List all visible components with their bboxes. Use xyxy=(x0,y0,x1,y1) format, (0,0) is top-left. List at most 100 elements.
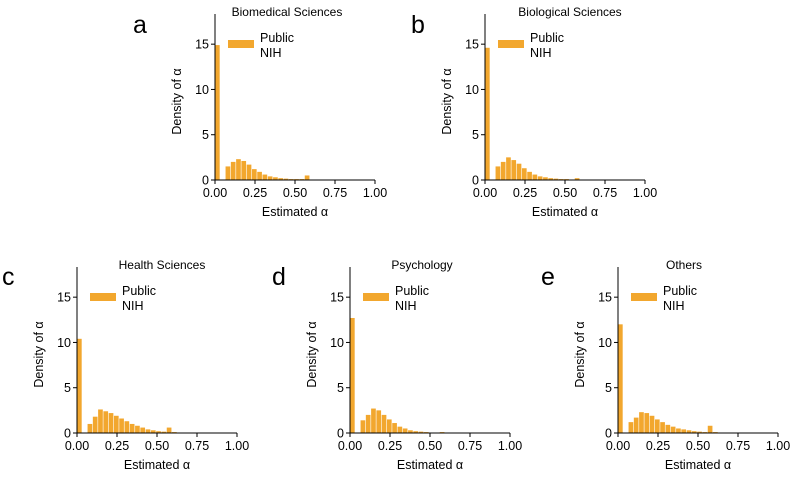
histogram-bar xyxy=(304,175,310,180)
legend-swatch xyxy=(363,293,389,301)
y-axis-label: Density of α xyxy=(170,68,184,134)
x-tick-label: 1.00 xyxy=(766,439,790,453)
y-axis-label: Density of α xyxy=(440,68,454,134)
x-axis-label: Estimated α xyxy=(397,458,463,472)
histogram-bar xyxy=(500,161,506,180)
legend-entry-public: Public xyxy=(122,284,156,298)
histogram-bar xyxy=(161,431,167,433)
y-tick-label: 0 xyxy=(337,427,344,441)
histogram-bar xyxy=(236,159,241,180)
histogram-bar xyxy=(381,414,387,433)
x-tick-label: 0.50 xyxy=(553,186,577,200)
legend-entry-nih: NIH xyxy=(395,299,417,313)
x-tick-label: 0.50 xyxy=(686,439,710,453)
histogram-bar xyxy=(418,431,424,433)
histogram-bar xyxy=(386,419,392,433)
histogram-bar xyxy=(124,421,130,433)
legend-entry-public: Public xyxy=(395,284,429,298)
legend-entry-nih: NIH xyxy=(530,46,552,60)
panel-c: c Health Sciences 0.00 0.25 0.50 0.75 1.00 0 5 10… xyxy=(2,258,249,472)
histogram-bar xyxy=(676,428,681,433)
chart-title: Biomedical Sciences xyxy=(232,5,343,19)
histogram-bar xyxy=(697,431,702,433)
histogram-bar xyxy=(251,169,257,180)
histogram-bar xyxy=(98,409,103,433)
x-tick-label: 0.75 xyxy=(593,186,617,200)
y-tick-label: 0 xyxy=(202,174,209,188)
histogram-bar xyxy=(371,408,376,433)
histogram-bar xyxy=(670,426,676,433)
y-tick-label: 5 xyxy=(605,381,612,395)
legend-swatch xyxy=(90,293,116,301)
histogram-bar xyxy=(156,431,161,433)
histogram-bar xyxy=(283,178,289,180)
histogram-bar xyxy=(360,420,366,433)
panel-letter: d xyxy=(272,263,286,291)
histogram-bar xyxy=(135,425,140,433)
x-tick-label: 0.00 xyxy=(606,439,630,453)
histogram-bar xyxy=(691,431,697,433)
legend-entry-nih: NIH xyxy=(260,46,282,60)
y-tick-label: 5 xyxy=(64,381,71,395)
x-tick-label: 0.00 xyxy=(473,186,497,200)
histogram-bar xyxy=(660,422,665,433)
panel-letter: e xyxy=(541,263,555,291)
legend-entry-public: Public xyxy=(260,31,294,45)
chart-title: Others xyxy=(666,258,702,272)
x-tick-label: 0.00 xyxy=(338,439,362,453)
histogram-bar xyxy=(119,418,124,433)
histogram-bar xyxy=(707,425,713,433)
legend-entry-nih: NIH xyxy=(663,299,685,313)
x-tick-label: 0.25 xyxy=(513,186,537,200)
x-tick-label: 1.00 xyxy=(225,439,249,453)
histogram-bar xyxy=(376,410,382,433)
x-axis-label: Estimated α xyxy=(262,205,328,219)
histogram-bar xyxy=(548,178,554,180)
chart-title: Psychology xyxy=(391,258,452,272)
histogram-bar xyxy=(521,168,527,180)
y-tick-label: 0 xyxy=(64,427,71,441)
y-axis-label: Density of α xyxy=(573,321,587,387)
histogram-bar xyxy=(574,178,580,180)
x-tick-label: 0.00 xyxy=(65,439,89,453)
histogram-bar xyxy=(628,422,634,433)
histogram-bar xyxy=(506,157,511,180)
x-tick-label: 0.75 xyxy=(726,439,750,453)
x-axis-label: Estimated α xyxy=(665,458,731,472)
histogram-bar xyxy=(408,430,413,433)
histogram-bar xyxy=(495,166,501,180)
legend-entry-nih: NIH xyxy=(122,299,144,313)
histogram-bar xyxy=(215,45,220,180)
histogram-bar xyxy=(649,415,655,433)
histogram-bar xyxy=(413,431,419,433)
y-tick-label: 10 xyxy=(57,336,71,350)
histogram-bar xyxy=(686,430,692,433)
panel-d: d Psychology 0.00 0.25 0.50 0.75 1.00 0 5 10 15 Est… xyxy=(272,258,522,472)
x-tick-label: 1.00 xyxy=(498,439,522,453)
x-tick-label: 0.75 xyxy=(185,439,209,453)
panel-a: a Biomedical Sciences 0.00 0.25 0.50 0.75 1.00… xyxy=(133,5,387,219)
histogram-bar xyxy=(113,415,119,433)
histogram-bar xyxy=(225,166,231,180)
histogram-bar xyxy=(77,338,82,433)
histogram-bar xyxy=(633,417,639,433)
panel-letter: c xyxy=(2,263,15,291)
panel-letter: a xyxy=(133,11,147,39)
chart-title: Biological Sciences xyxy=(518,5,621,19)
y-axis-label: Density of α xyxy=(32,321,46,387)
histogram-bar xyxy=(402,428,408,433)
legend-entry-public: Public xyxy=(663,284,697,298)
panel-e: e Others 0.00 0.25 0.50 0.75 1.00 0 5 10 15 Estimat… xyxy=(541,258,790,472)
histogram-bar xyxy=(241,160,247,180)
histogram-bar xyxy=(145,429,151,433)
x-tick-label: 0.25 xyxy=(378,439,402,453)
histogram-bar xyxy=(532,174,538,180)
histogram-bar xyxy=(537,176,543,180)
y-tick-label: 15 xyxy=(195,38,209,52)
histogram-bar xyxy=(246,164,252,180)
histogram-bar xyxy=(392,423,397,433)
x-tick-label: 0.25 xyxy=(243,186,267,200)
histogram-bar xyxy=(511,160,517,180)
x-tick-label: 0.50 xyxy=(145,439,169,453)
histogram-bar xyxy=(350,317,355,433)
